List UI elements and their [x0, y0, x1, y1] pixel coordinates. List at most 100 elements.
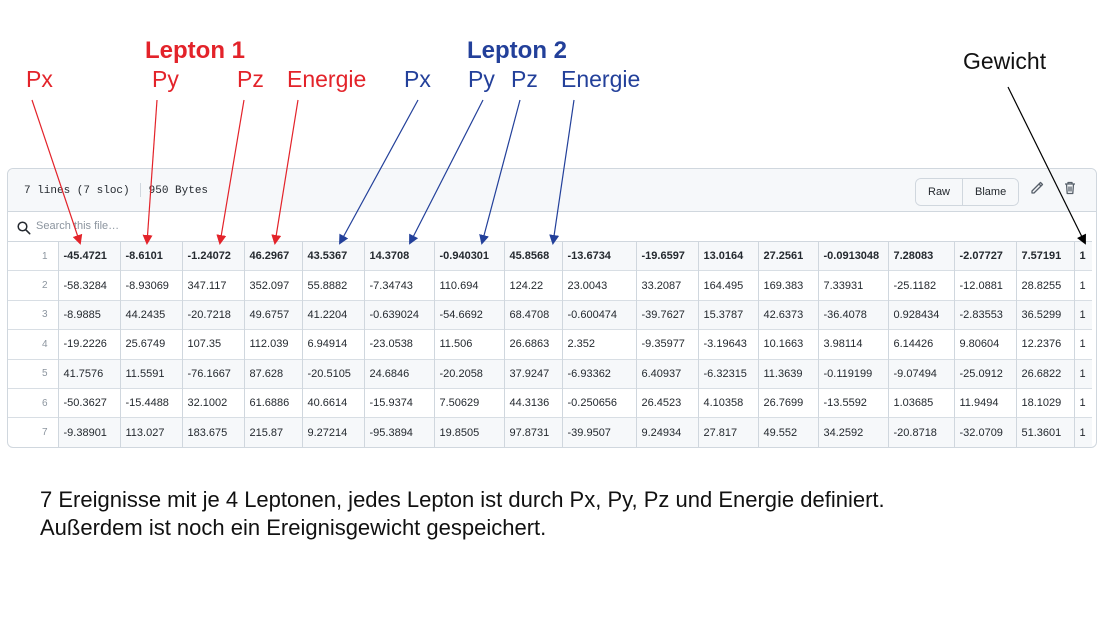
- table-cell: -0.119199: [817, 358, 888, 389]
- table-cell: 7.28083: [887, 240, 954, 271]
- table-cell: -20.8718: [887, 417, 954, 448]
- table-cell: -20.7218: [181, 299, 244, 330]
- table-cell: 3.98114: [817, 329, 888, 360]
- table-cell: -50.3627: [57, 387, 120, 418]
- table-cell: -1.24072: [181, 240, 244, 271]
- table-cell: -76.1667: [181, 358, 244, 389]
- table-cell: 110.694: [433, 270, 504, 301]
- table-cell: 1: [1073, 358, 1092, 389]
- raw-button[interactable]: Raw: [916, 179, 963, 205]
- line-number[interactable]: 6: [8, 387, 58, 418]
- lepton2-title: Lepton 2: [467, 37, 567, 64]
- table-cell: 11.5591: [119, 358, 182, 389]
- line-number[interactable]: 7: [8, 417, 58, 448]
- table-cell: -0.250656: [561, 387, 636, 418]
- table-cell: -12.0881: [953, 270, 1016, 301]
- table-cell: 24.6846: [363, 358, 434, 389]
- lepton1-energie-label: Energie: [287, 66, 367, 92]
- lepton1-pz-label: Pz: [237, 66, 264, 92]
- table-cell: -13.5592: [817, 387, 888, 418]
- table-cell: 7.33931: [817, 270, 888, 301]
- table-cell: 26.7699: [757, 387, 818, 418]
- table-cell: 164.495: [697, 270, 758, 301]
- lepton2-energie-label: Energie: [561, 66, 641, 92]
- table-cell: 18.1029: [1015, 387, 1074, 418]
- table-cell: -25.1182: [887, 270, 954, 301]
- table-cell: -58.3284: [57, 270, 120, 301]
- table-cell: 9.27214: [301, 417, 364, 448]
- line-number[interactable]: 2: [8, 270, 58, 301]
- table-cell: 0.928434: [887, 299, 954, 330]
- table-cell: 1: [1073, 240, 1092, 271]
- lepton1-px-label: Px: [26, 66, 53, 92]
- table-cell: 2.352: [561, 329, 636, 360]
- table-cell: 112.039: [243, 329, 302, 360]
- caption-line-1: 7 Ereignisse mit je 4 Leptonen, jedes Le…: [40, 487, 885, 512]
- pencil-icon[interactable]: [1029, 180, 1047, 200]
- table-cell: -0.600474: [561, 299, 636, 330]
- table-cell: 1: [1073, 387, 1092, 418]
- table-cell: 87.628: [243, 358, 302, 389]
- table-cell: 107.35: [181, 329, 244, 360]
- search-bar[interactable]: Search this file…: [8, 212, 1096, 240]
- table-cell: 9.80604: [953, 329, 1016, 360]
- caption: 7 Ereignisse mit je 4 Leptonen, jedes Le…: [40, 486, 885, 542]
- blame-button[interactable]: Blame: [962, 179, 1019, 205]
- line-number[interactable]: 5: [8, 358, 58, 389]
- table-cell: 41.2204: [301, 299, 364, 330]
- table-row: 3 -8.9885 44.2435 -20.7218 49.6757 41.2204 -0.…: [8, 299, 1092, 330]
- table-cell: -39.7627: [635, 299, 698, 330]
- table-cell: -8.93069: [119, 270, 182, 301]
- trash-icon[interactable]: [1062, 180, 1080, 200]
- table-cell: 6.94914: [301, 329, 364, 360]
- table-cell: 36.5299: [1015, 299, 1074, 330]
- table-cell: 13.0164: [697, 240, 758, 271]
- table-cell: -20.5105: [301, 358, 364, 389]
- table-cell: -3.19643: [697, 329, 758, 360]
- table-cell: 32.1002: [181, 387, 244, 418]
- table-cell: 124.22: [503, 270, 562, 301]
- table-cell: -0.940301: [433, 240, 504, 271]
- table-cell: 352.097: [243, 270, 302, 301]
- search-input[interactable]: Search this file…: [36, 220, 120, 232]
- table-cell: -9.38901: [57, 417, 120, 448]
- table-cell: -19.2226: [57, 329, 120, 360]
- table-cell: 1: [1073, 270, 1092, 301]
- line-number[interactable]: 3: [8, 299, 58, 330]
- view-button-group: Raw Blame: [915, 178, 1020, 206]
- lepton2-pz-label: Pz: [511, 66, 538, 92]
- table-cell: 15.3787: [697, 299, 758, 330]
- table-cell: 7.57191: [1015, 240, 1074, 271]
- table-cell: 6.14426: [887, 329, 954, 360]
- table-cell: -6.93362: [561, 358, 636, 389]
- table-cell: 14.3708: [363, 240, 434, 271]
- table-cell: 7.50629: [433, 387, 504, 418]
- table-cell: 11.3639: [757, 358, 818, 389]
- table-cell: 10.1663: [757, 329, 818, 360]
- table-cell: -23.0538: [363, 329, 434, 360]
- table-cell: -2.83553: [953, 299, 1016, 330]
- table-cell: -8.9885: [57, 299, 120, 330]
- table-cell: 46.2967: [243, 240, 302, 271]
- table-cell: 25.6749: [119, 329, 182, 360]
- table-cell: -9.35977: [635, 329, 698, 360]
- table-cell: 42.6373: [757, 299, 818, 330]
- table-cell: 45.8568: [503, 240, 562, 271]
- table-cell: 41.7576: [57, 358, 120, 389]
- table-cell: -20.2058: [433, 358, 504, 389]
- table-cell: 51.3601: [1015, 417, 1074, 448]
- line-number[interactable]: 4: [8, 329, 58, 360]
- table-cell: 33.2087: [635, 270, 698, 301]
- table-cell: 49.552: [757, 417, 818, 448]
- table-cell: 169.383: [757, 270, 818, 301]
- table-cell: -19.6597: [635, 240, 698, 271]
- table-cell: -45.4721: [57, 240, 120, 271]
- table-cell: -8.6101: [119, 240, 182, 271]
- file-content-table: 1 -45.4721 -8.6101 -1.24072 46.2967 43.5367 14…: [8, 240, 1092, 448]
- line-number[interactable]: 1: [8, 240, 58, 271]
- table-cell: -15.9374: [363, 387, 434, 418]
- table-cell: 43.5367: [301, 240, 364, 271]
- lepton2-py-label: Py: [468, 66, 495, 92]
- table-cell: 1.03685: [887, 387, 954, 418]
- table-cell: -25.0912: [953, 358, 1016, 389]
